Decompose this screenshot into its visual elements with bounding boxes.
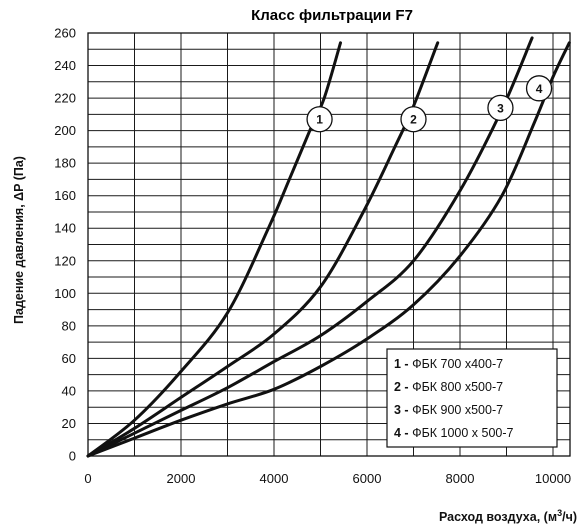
- y-tick-label: 40: [62, 383, 76, 398]
- series-markers: 1 2 3 4: [306, 75, 553, 133]
- y-tick-label: 20: [62, 416, 76, 431]
- series-marker-1: [306, 106, 333, 133]
- x-tick-label: 10000: [535, 471, 571, 486]
- y-tick-label: 80: [62, 318, 76, 333]
- y-tick-label: 0: [69, 449, 76, 464]
- legend-entry-3: 3 - ФБК 900 x500-7: [394, 403, 503, 417]
- y-tick-label: 180: [54, 156, 76, 171]
- y-tick-label: 60: [62, 351, 76, 366]
- series-marker-label-3: 3: [497, 101, 504, 115]
- y-tick-label: 200: [54, 123, 76, 138]
- series-marker-label-1: 1: [316, 113, 323, 127]
- series-line-3: [86, 36, 534, 458]
- y-tick-label: 240: [54, 58, 76, 73]
- x-tick-label: 2000: [167, 471, 196, 486]
- legend-entry-4: 4 - ФБК 1000 x 500-7: [394, 426, 514, 440]
- chart-title: Класс фильтрации F7: [251, 7, 413, 24]
- y-tick-label: 100: [54, 286, 76, 301]
- series-marker-2: [400, 106, 427, 133]
- legend: 1 - ФБК 700 x400-7 2 - ФБК 800 x500-7 3 - …: [386, 348, 558, 448]
- legend-entry-1: 1 - ФБК 700 x400-7: [394, 357, 503, 371]
- plot-frame: [87, 32, 571, 457]
- y-tick-label: 220: [54, 91, 76, 106]
- y-tick-label: 260: [54, 26, 76, 41]
- y-tick-label: 160: [54, 188, 76, 203]
- y-tick-label: 140: [54, 221, 76, 236]
- series-line-4: [86, 41, 571, 458]
- x-axis-label-main: Расход воздуха, (м: [439, 510, 557, 524]
- y-axis-label: Падение давления, ΔP (Па): [12, 156, 26, 324]
- y-tick-label: 120: [54, 253, 76, 268]
- legend-box: [386, 348, 558, 448]
- grid: [88, 33, 570, 456]
- x-axis-label: Расход воздуха, (м3/ч): [439, 508, 577, 524]
- x-tick-label: 6000: [353, 471, 382, 486]
- legend-items: 1 - ФБК 700 x400-7 2 - ФБК 800 x500-7 3 - …: [394, 357, 514, 440]
- series-marker-3: [487, 94, 514, 121]
- x-axis-label-sup: 3: [557, 508, 562, 518]
- x-tick-label: 4000: [260, 471, 289, 486]
- x-tick-labels: 0 2000 4000 6000 8000 10000: [84, 471, 571, 486]
- series-marker-label-4: 4: [536, 82, 543, 96]
- x-tick-label: 0: [84, 471, 91, 486]
- x-tick-label: 8000: [446, 471, 475, 486]
- legend-entry-2: 2 - ФБК 800 x500-7: [394, 380, 503, 394]
- series-marker-4: [525, 75, 553, 102]
- y-tick-labels: 0 20 40 60 80 100 120 140 160 180 200 220 240 260: [54, 26, 76, 464]
- series-marker-label-2: 2: [410, 113, 417, 127]
- x-axis-label-end: /ч): [562, 510, 577, 524]
